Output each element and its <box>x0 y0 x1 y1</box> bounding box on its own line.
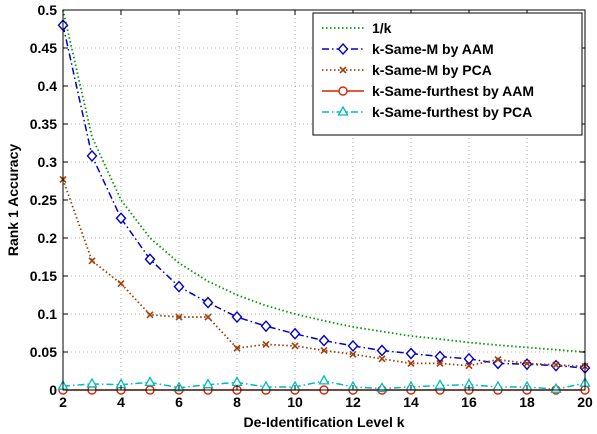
y-tick-label: 0.1 <box>38 306 58 322</box>
data-point <box>465 362 473 370</box>
data-point <box>289 327 301 340</box>
series-2 <box>59 175 589 371</box>
data-point <box>144 376 156 387</box>
data-point <box>347 339 359 352</box>
data-point <box>262 340 270 348</box>
data-point <box>552 361 560 369</box>
data-point <box>291 342 299 350</box>
y-tick-label: 0.25 <box>30 192 57 208</box>
legend-marker <box>339 66 347 74</box>
data-point <box>173 280 185 293</box>
series-4 <box>57 374 591 393</box>
x-tick-label: 20 <box>577 394 593 410</box>
data-point <box>115 212 127 225</box>
y-tick-label: 0.5 <box>38 2 58 18</box>
y-tick-label: 0.2 <box>38 230 58 246</box>
legend-box <box>312 12 583 136</box>
data-point <box>318 374 330 385</box>
data-point <box>376 382 388 393</box>
y-tick-label: 0.35 <box>30 116 57 132</box>
data-point <box>204 313 212 321</box>
legend-label: k-Same-furthest by AAM <box>372 83 534 99</box>
data-point <box>86 377 98 388</box>
x-tick-label: 10 <box>287 394 303 410</box>
data-point <box>86 149 98 162</box>
y-axis-label: Rank 1 Accuracy <box>5 144 21 257</box>
data-point <box>175 313 183 321</box>
data-point <box>463 352 475 365</box>
data-point <box>378 355 386 363</box>
x-tick-label: 16 <box>461 394 477 410</box>
data-point <box>320 346 328 355</box>
legend-label: k-Same-M by PCA <box>372 62 492 78</box>
data-point <box>231 310 243 324</box>
legend-label: k-Same-M by AAM <box>372 41 494 57</box>
y-tick-label: 0.15 <box>30 268 57 284</box>
y-tick-label: 0.05 <box>30 344 57 360</box>
axis-ticks: 0 0.05 0.1 0.15 0.2 0.25 0.3 0.35 0.4 0.45 0.5 2 4 6 8… <box>30 2 593 410</box>
legend-item: 1/k <box>322 20 392 36</box>
data-point <box>349 350 357 358</box>
data-point <box>434 379 446 390</box>
data-point <box>202 296 214 309</box>
x-tick-label: 2 <box>59 394 67 410</box>
data-point <box>376 344 388 357</box>
data-point <box>494 356 502 364</box>
data-point <box>146 311 154 319</box>
x-tick-label: 12 <box>345 394 361 410</box>
legend-item: k-Same-furthest by AAM <box>322 83 534 99</box>
x-tick-label: 18 <box>519 394 535 410</box>
data-point <box>436 359 444 367</box>
data-point <box>260 320 272 333</box>
y-tick-label: 0.4 <box>38 78 58 94</box>
data-point <box>233 344 241 352</box>
x-tick-label: 4 <box>117 394 125 410</box>
x-axis-label: De-Identification Level k <box>243 414 404 430</box>
legend-marker <box>337 42 349 56</box>
x-tick-label: 6 <box>175 394 183 410</box>
y-tick-label: 0.3 <box>38 154 58 170</box>
legend-label: 1/k <box>372 20 392 36</box>
data-point <box>202 378 214 389</box>
legend-item: k-Same-M by AAM <box>322 41 494 57</box>
data-point <box>117 280 125 288</box>
x-tick-label: 8 <box>233 394 241 410</box>
x-tick-label: 14 <box>403 394 419 410</box>
legend: 1/k k-Same-M by AAM k-Same-M by PCA k-Same-… <box>312 12 583 136</box>
data-point <box>405 347 417 360</box>
data-point <box>144 253 156 266</box>
legend-label: k-Same-furthest by PCA <box>372 104 532 120</box>
series-1 <box>57 19 591 375</box>
legend-marker <box>337 105 349 116</box>
data-point <box>407 359 415 367</box>
y-tick-label: 0.45 <box>30 40 57 56</box>
data-point <box>523 359 531 367</box>
legend-item: k-Same-furthest by PCA <box>322 104 532 120</box>
legend-item: k-Same-M by PCA <box>322 62 492 78</box>
data-point <box>88 257 96 265</box>
data-point <box>318 334 330 347</box>
data-point <box>434 350 446 363</box>
legend-marker <box>338 86 348 96</box>
y-tick-label: 0 <box>49 382 57 398</box>
